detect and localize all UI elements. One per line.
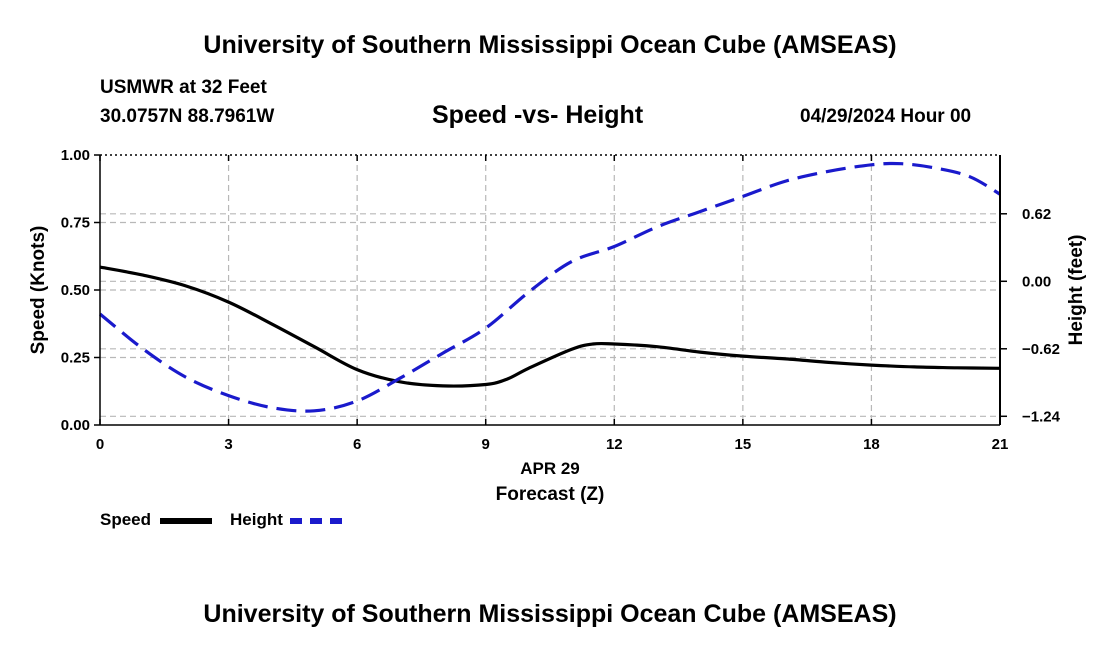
- x-axis-title: Forecast (Z): [496, 484, 605, 505]
- speed-height-chart: 0 3 6 9 12 15 18 21 0.00 0.25 0.50 0.75 1.00 −1.24 −0.…: [28, 147, 1087, 505]
- y-tick-label: 0.25: [61, 350, 90, 367]
- main-title: University of Southern Mississippi Ocean…: [203, 31, 897, 59]
- series-layer: [98, 161, 1001, 413]
- station-label: USMWR at 32 Feet: [100, 77, 267, 98]
- footer-title: University of Southern Mississippi Ocean…: [203, 600, 897, 628]
- y2-axis-title: Height (feet): [1066, 235, 1087, 346]
- chart-subtitle: Speed -vs- Height: [432, 101, 644, 129]
- labels-layer: 0 3 6 9 12 15 18 21 0.00 0.25 0.50 0.75 1.00 −1.24 −0.…: [28, 147, 1087, 505]
- y-axis-title: Speed (Knots): [28, 226, 49, 355]
- x-tick-label: 15: [735, 436, 752, 453]
- x-tick-label: 0: [96, 436, 104, 453]
- x-tick-label: 3: [224, 436, 232, 453]
- y-tick-label: 1.00: [61, 147, 90, 164]
- station-coordinates: 30.0757N 88.7961W: [100, 106, 275, 127]
- series-line-speed: [99, 265, 1001, 388]
- legend-speed-label: Speed: [100, 510, 152, 529]
- x-tick-label: 12: [606, 436, 623, 453]
- legend-height-label: Height: [230, 510, 283, 529]
- x-tick-label: 21: [992, 436, 1009, 453]
- y2-tick-label: 0.62: [1022, 206, 1051, 223]
- y-tick-label: 0.75: [61, 215, 90, 232]
- legend-height-swatch: [290, 518, 342, 524]
- y-tick-label: 0.00: [61, 417, 90, 434]
- legend-speed-swatch: [160, 518, 212, 524]
- series-line-height: [98, 161, 1001, 413]
- y-tick-label: 0.50: [61, 282, 90, 299]
- x-tick-label: 9: [482, 436, 490, 453]
- x-tick-label: 6: [353, 436, 361, 453]
- y2-tick-label: 0.00: [1022, 273, 1051, 290]
- y2-tick-label: −1.24: [1022, 408, 1061, 425]
- x-axis-sublabel: APR 29: [520, 459, 580, 478]
- axes-layer: [94, 154, 1007, 426]
- grid-layer: [100, 155, 1000, 425]
- x-tick-label: 18: [863, 436, 880, 453]
- forecast-datetime: 04/29/2024 Hour 00: [800, 106, 972, 127]
- y2-tick-label: −0.62: [1022, 341, 1060, 358]
